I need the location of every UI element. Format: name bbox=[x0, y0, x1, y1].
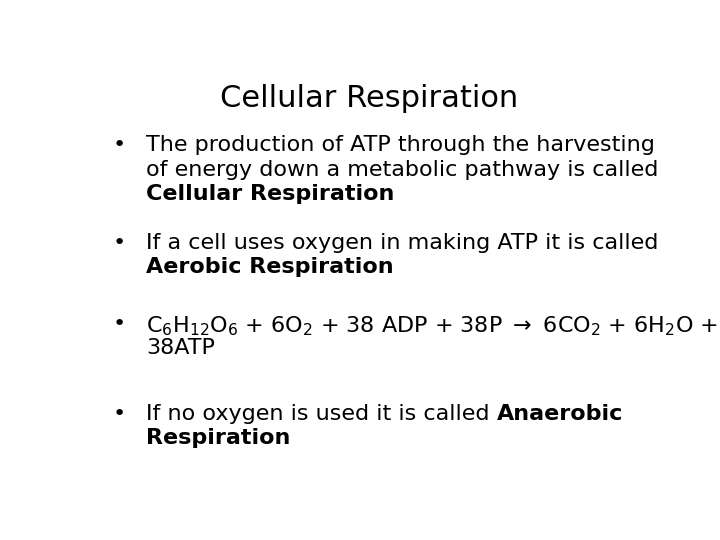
Text: Aerobic Respiration: Aerobic Respiration bbox=[145, 258, 393, 278]
Text: $\mathregular{C_6H_{12}O_6}$ + 6$\mathregular{O_2}$ + 38 ADP + 38P $\rightarrow$: $\mathregular{C_6H_{12}O_6}$ + 6$\mathre… bbox=[145, 314, 718, 338]
Text: Cellular Respiration: Cellular Respiration bbox=[145, 184, 394, 204]
Text: Anaerobic: Anaerobic bbox=[496, 404, 623, 424]
Text: •: • bbox=[112, 233, 125, 253]
Text: •: • bbox=[112, 404, 125, 424]
Text: of energy down a metabolic pathway is called: of energy down a metabolic pathway is ca… bbox=[145, 160, 658, 180]
Text: •: • bbox=[112, 314, 125, 334]
Text: If no oxygen is used it is called: If no oxygen is used it is called bbox=[145, 404, 496, 424]
Text: •: • bbox=[112, 136, 125, 156]
Text: The production of ATP through the harvesting: The production of ATP through the harves… bbox=[145, 136, 654, 156]
Text: Cellular Respiration: Cellular Respiration bbox=[220, 84, 518, 112]
Text: Respiration: Respiration bbox=[145, 428, 290, 448]
Text: If a cell uses oxygen in making ATP it is called: If a cell uses oxygen in making ATP it i… bbox=[145, 233, 658, 253]
Text: 38ATP: 38ATP bbox=[145, 339, 215, 359]
